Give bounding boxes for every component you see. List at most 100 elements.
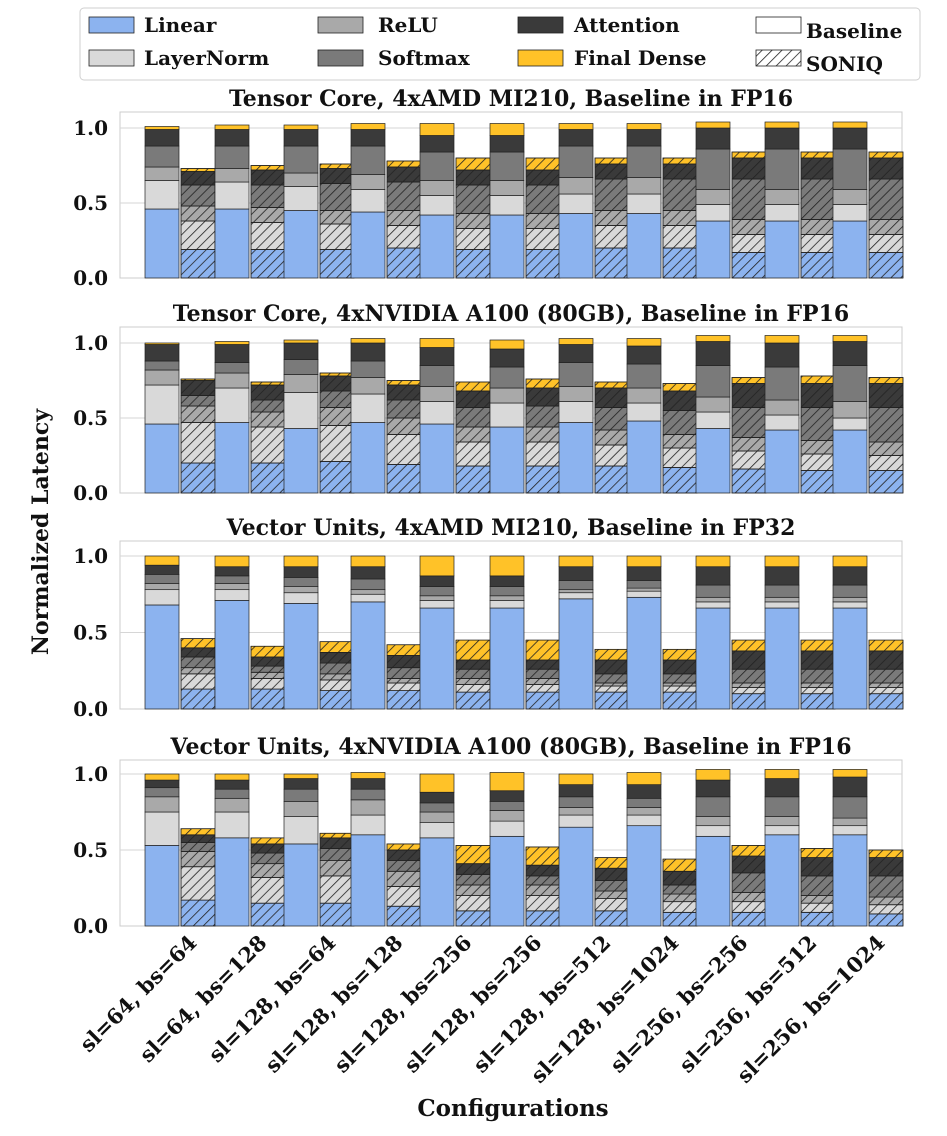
bar-soniq-softmax-hatch (800, 875, 836, 896)
bar-baseline-softmax (832, 365, 868, 402)
bar-baseline-relu (214, 583, 250, 591)
bar-baseline-final-dense (283, 124, 319, 130)
bar-soniq-attention-hatch (319, 168, 355, 184)
bar-soniq-linear-hatch (319, 249, 355, 279)
bar-baseline-linear (832, 607, 868, 710)
bar-soniq-attention-hatch (319, 375, 355, 392)
bar-soniq-final-dense-hatch (386, 644, 422, 656)
bar-soniq-relu-hatch (180, 205, 216, 222)
bar-baseline-softmax (214, 575, 250, 584)
bar-soniq-relu-hatch (180, 405, 216, 423)
bar-baseline-relu (350, 174, 386, 190)
bar-soniq-layernorm-hatch (250, 426, 286, 464)
bar-baseline-layernorm (764, 204, 800, 222)
y-axis-label: Normalized Latency (28, 408, 54, 655)
bar-baseline-layernorm (283, 186, 319, 211)
bar-soniq-linear-hatch (455, 465, 491, 494)
bar-baseline-linear (144, 604, 180, 710)
bar-soniq-softmax-hatch (662, 410, 698, 435)
bar-soniq-softmax-hatch (800, 178, 836, 220)
bar-soniq-layernorm-hatch (180, 866, 216, 901)
bar-soniq-softmax-hatch (525, 875, 561, 886)
bar-baseline-layernorm (489, 402, 525, 428)
bar-baseline-attention (558, 784, 594, 798)
bar-soniq-final-dense-hatch (180, 638, 216, 649)
bar-soniq-layernorm-hatch (731, 450, 767, 470)
bar-soniq-attention-hatch (594, 659, 630, 675)
bar-baseline-relu (626, 807, 662, 816)
bar-soniq-softmax-hatch (800, 407, 836, 441)
x-axis-label: Configurations (417, 1095, 608, 1122)
bar-soniq-final-dense-hatch (250, 381, 286, 386)
bar-baseline-relu (283, 374, 319, 393)
bar-baseline-linear (419, 214, 455, 279)
bar-baseline-layernorm (419, 195, 455, 216)
bar-soniq-final-dense-hatch (319, 641, 355, 653)
bar-soniq-relu-hatch (525, 678, 561, 685)
bar-soniq-attention-hatch (731, 383, 767, 408)
bar-baseline-final-dense (214, 773, 250, 781)
bar-soniq-final-dense-hatch (525, 639, 561, 661)
bar-baseline-softmax (695, 148, 731, 190)
bar-baseline-softmax (626, 363, 662, 389)
bar-soniq-layernorm-hatch (180, 220, 216, 250)
bar-baseline-layernorm (144, 589, 180, 606)
bar-soniq-relu-hatch (868, 219, 904, 235)
bar-soniq-softmax-hatch (180, 184, 216, 207)
bar-baseline-relu (832, 817, 868, 827)
bar-baseline-layernorm (419, 600, 455, 609)
bar-baseline-softmax (283, 145, 319, 174)
bar-baseline-layernorm (626, 193, 662, 214)
bar-baseline-final-dense (764, 335, 800, 344)
bar-baseline-relu (558, 386, 594, 402)
bar-soniq-softmax-hatch (386, 667, 422, 679)
bar-soniq-softmax-hatch (800, 668, 836, 684)
bar-soniq-final-dense-hatch (800, 375, 836, 384)
bar-baseline-attention (626, 566, 662, 581)
bar-soniq-linear-hatch (800, 470, 836, 494)
bar-baseline-softmax (144, 787, 180, 798)
bar-baseline-layernorm (695, 411, 731, 429)
bar-soniq-attention-hatch (594, 867, 630, 881)
bar-soniq-layernorm-hatch (180, 673, 216, 690)
bar-baseline-relu (764, 816, 800, 827)
bar-soniq-linear-hatch (594, 247, 630, 279)
bar-soniq-layernorm-hatch (455, 684, 491, 693)
bar-soniq-softmax-hatch (386, 181, 422, 211)
bar-soniq-linear-hatch (386, 247, 422, 279)
bar-soniq-relu-hatch (455, 213, 491, 229)
bar-soniq-final-dense-hatch (662, 858, 698, 872)
legend-swatch-attention (517, 16, 564, 34)
bar-baseline-relu (350, 799, 386, 816)
bar-baseline-linear (764, 429, 800, 494)
legend-swatch-relu (317, 16, 364, 34)
x-tick-label: sl=64, bs=128 (134, 930, 271, 1067)
bar-soniq-linear-hatch (731, 468, 767, 494)
bar-soniq-softmax-hatch (455, 407, 491, 428)
bar-soniq-linear-hatch (386, 690, 422, 710)
bar-soniq-softmax-hatch (594, 407, 630, 431)
bar-soniq-layernorm-hatch (250, 877, 286, 904)
bar-baseline-attention (764, 127, 800, 150)
bar-soniq-layernorm-hatch (386, 682, 422, 691)
bar-baseline-attention (350, 566, 386, 580)
bar-baseline-attention (832, 127, 868, 150)
bar-baseline-softmax (626, 580, 662, 589)
bar-soniq-final-dense-hatch (800, 639, 836, 652)
bar-soniq-attention-hatch (525, 387, 561, 407)
bar-baseline-final-dense (832, 335, 868, 342)
y-tick-label: 0.5 (73, 406, 108, 430)
bar-soniq-relu-hatch (868, 896, 904, 906)
bar-soniq-attention-hatch (662, 659, 698, 675)
bar-soniq-attention-hatch (868, 650, 904, 670)
y-tick-label: 1.0 (73, 116, 108, 140)
bar-baseline-softmax (350, 145, 386, 175)
bar-soniq-linear-hatch (455, 910, 491, 927)
bar-soniq-relu-hatch (386, 870, 422, 887)
bar-baseline-softmax (558, 796, 594, 808)
bar-soniq-layernorm-hatch (455, 228, 491, 250)
bar-baseline-attention (626, 129, 662, 147)
legend-swatch-soniq (755, 49, 802, 67)
chart-panel-2: Tensor Core, 4xNVIDIA A100 (80GB), Basel… (73, 301, 904, 505)
bar-soniq-final-dense-hatch (180, 828, 216, 836)
